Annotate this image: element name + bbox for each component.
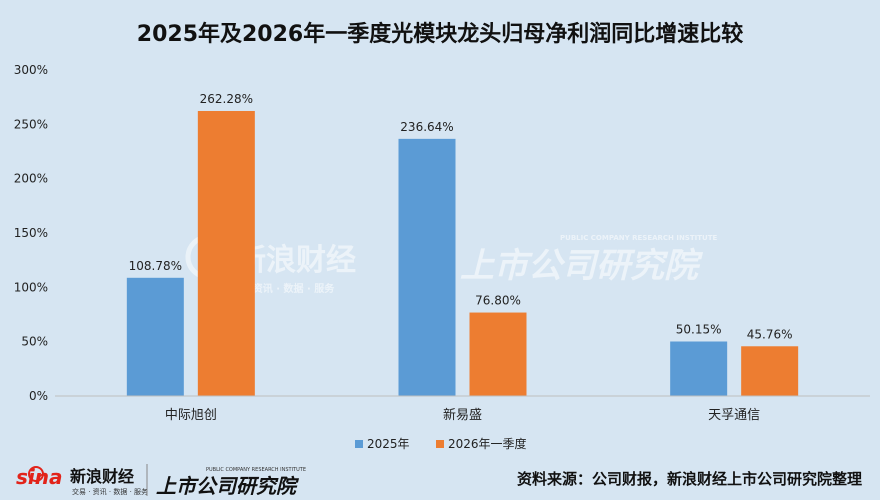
- bar: [126, 277, 184, 396]
- watermark-institute: 上市公司研究院: [460, 246, 704, 286]
- legend-label: 2025年: [367, 437, 410, 451]
- data-label: 262.28%: [200, 92, 253, 106]
- legend: 2025年 2026年一季度: [355, 436, 527, 451]
- source-note: 资料来源：公司财报，新浪财经上市公司研究院整理: [517, 470, 862, 488]
- data-label: 76.80%: [475, 294, 521, 308]
- sina-logo-text: sina: [16, 465, 63, 489]
- sina-eye-icon: [28, 466, 44, 482]
- footer-institute: 上市公司研究院: [156, 474, 300, 498]
- y-tick-label: 150%: [14, 226, 48, 240]
- sina-logo: sina: [16, 465, 63, 489]
- y-tick-label: 200%: [14, 172, 48, 186]
- y-tick-label: 100%: [14, 280, 48, 294]
- data-label: 236.64%: [400, 120, 453, 134]
- watermark-brand: 新浪财经: [236, 243, 356, 278]
- legend-swatch: [355, 440, 363, 448]
- x-axis: 中际旭创 新易盛 天孚通信: [55, 395, 870, 423]
- footer-brand: 新浪财经: [70, 467, 134, 486]
- category-label: 中际旭创: [165, 408, 217, 423]
- footer-brand-sub: 交易 · 资讯 · 数据 · 服务: [72, 487, 148, 496]
- watermark-institute-en: PUBLIC COMPANY RESEARCH INSTITUTE: [560, 234, 717, 242]
- legend-label: 2026年一季度: [448, 436, 527, 451]
- y-tick-label: 50%: [21, 335, 48, 349]
- category-label: 天孚通信: [708, 408, 760, 423]
- category-label: 新易盛: [443, 407, 482, 423]
- y-axis: 0% 50% 100% 150% 200% 250% 300%: [14, 63, 48, 403]
- bar: [670, 341, 728, 396]
- y-tick-label: 0%: [29, 389, 48, 403]
- data-label: 108.78%: [129, 259, 182, 273]
- footer-institute-en: PUBLIC COMPANY RESEARCH INSTITUTE: [206, 467, 306, 473]
- legend-swatch: [436, 440, 444, 448]
- bar: [741, 346, 799, 396]
- footer: sina 新浪财经 交易 · 资讯 · 数据 · 服务 PUBLIC COMPA…: [16, 464, 862, 498]
- y-tick-label: 300%: [14, 63, 48, 77]
- data-label: 45.76%: [747, 327, 793, 341]
- bar: [469, 312, 527, 396]
- chart-title: 2025年及2026年一季度光模块龙头归母净利润同比增速比较: [137, 21, 743, 47]
- bar: [197, 110, 255, 396]
- bar: [398, 138, 456, 396]
- bars: 108.78% 262.28% 236.64% 76.80% 50.15% 45.76%: [126, 92, 799, 396]
- data-label: 50.15%: [676, 323, 722, 337]
- y-tick-label: 250%: [14, 117, 48, 131]
